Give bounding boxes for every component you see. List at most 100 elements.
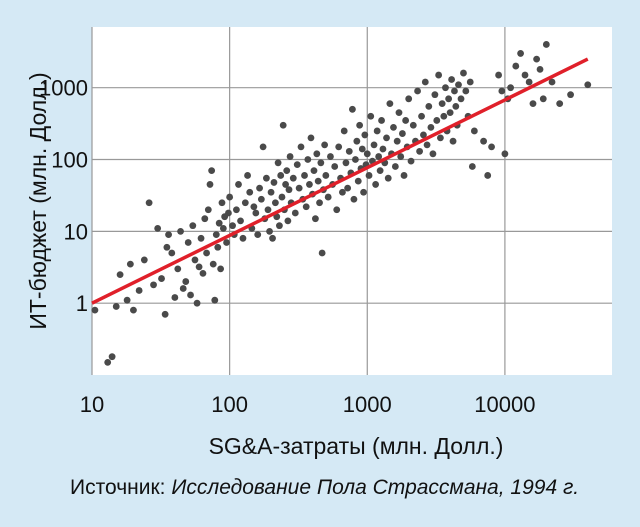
data-point [507, 84, 514, 92]
data-point [512, 62, 520, 70]
data-point [425, 102, 433, 110]
data-point [278, 193, 286, 201]
data-point [429, 150, 437, 158]
data-point [525, 78, 533, 86]
data-point [349, 105, 356, 113]
data-point [252, 209, 260, 217]
data-point [331, 163, 339, 170]
data-point [386, 100, 394, 108]
data-point [312, 215, 319, 223]
data-point [321, 141, 329, 149]
data-point [342, 159, 350, 167]
data-point [163, 243, 171, 251]
data-point [437, 134, 444, 142]
data-point [212, 231, 220, 239]
trend-line [91, 57, 589, 305]
data-point [217, 265, 225, 273]
y-tick-label-1: 1 [76, 291, 88, 316]
data-point [270, 179, 278, 186]
y-tick-label-1000: 1000 [39, 76, 88, 101]
data-point [289, 174, 297, 182]
data-point [197, 234, 205, 242]
data-point [567, 91, 574, 99]
data-point [189, 222, 197, 230]
data-point [282, 181, 289, 188]
data-point [223, 239, 230, 246]
data-point [363, 150, 371, 158]
data-point [208, 167, 216, 175]
data-point [174, 265, 182, 273]
data-point [209, 260, 217, 268]
grid [91, 27, 612, 375]
data-point [384, 174, 392, 182]
x-tick-label-1000: 1000 [343, 392, 392, 417]
data-point [470, 127, 478, 135]
data-point [271, 199, 279, 207]
data-point [285, 186, 293, 194]
data-point [379, 145, 387, 153]
data-point [416, 147, 423, 155]
data-point [233, 206, 240, 214]
data-point [548, 78, 556, 86]
data-point [533, 55, 541, 63]
data-point [438, 100, 446, 108]
data-point [295, 184, 303, 192]
data-point [284, 217, 292, 225]
data-point [340, 127, 348, 135]
data-point [353, 137, 361, 145]
data-point [214, 243, 222, 251]
data-point [201, 215, 209, 223]
data-point [279, 121, 287, 129]
data-point [130, 306, 137, 314]
data-point [168, 249, 176, 257]
data-point [135, 287, 143, 294]
data-point [539, 95, 547, 103]
data-point [327, 153, 334, 160]
data-point [462, 87, 470, 95]
data-point [116, 271, 124, 278]
data-point [333, 206, 341, 214]
data-point [257, 195, 265, 203]
data-point [322, 172, 330, 179]
data-point [239, 234, 247, 242]
data-point [266, 227, 273, 235]
x-tick-labels: 10 100 1000 10000 [80, 392, 536, 417]
data-point [313, 150, 321, 158]
data-point [391, 163, 399, 170]
data-point [397, 153, 405, 160]
data-point [301, 172, 308, 179]
data-point [449, 137, 457, 145]
data-point [390, 124, 397, 131]
data-point [195, 263, 203, 271]
y-tick-label-100: 100 [51, 148, 88, 173]
y-tick-labels: 1 10 100 1000 [39, 76, 88, 316]
y-tick-label-10: 10 [64, 219, 88, 244]
data-point [556, 100, 564, 108]
data-point [383, 134, 390, 142]
data-point [306, 181, 313, 188]
data-point [421, 78, 429, 86]
source-label: Источник: [70, 476, 172, 499]
data-point [484, 172, 492, 179]
data-point [367, 112, 375, 120]
data-point [400, 172, 408, 179]
data-point [542, 41, 550, 48]
data-point [433, 117, 441, 124]
data-point [350, 195, 358, 203]
data-point [376, 167, 384, 175]
data-point [361, 131, 369, 139]
data-point [259, 143, 267, 151]
data-point [286, 153, 294, 160]
data-point [427, 124, 435, 131]
data-point [206, 181, 214, 188]
y-axis-title: ИТ-бюджет (млн. Долл.) [25, 72, 51, 329]
data-point [215, 219, 223, 227]
data-point [126, 260, 134, 268]
data-point [246, 188, 254, 196]
data-point [431, 91, 439, 99]
data-point [179, 285, 187, 292]
data-point [161, 310, 169, 318]
data-point [219, 224, 227, 232]
data-point [269, 234, 276, 242]
data-point [488, 143, 495, 151]
